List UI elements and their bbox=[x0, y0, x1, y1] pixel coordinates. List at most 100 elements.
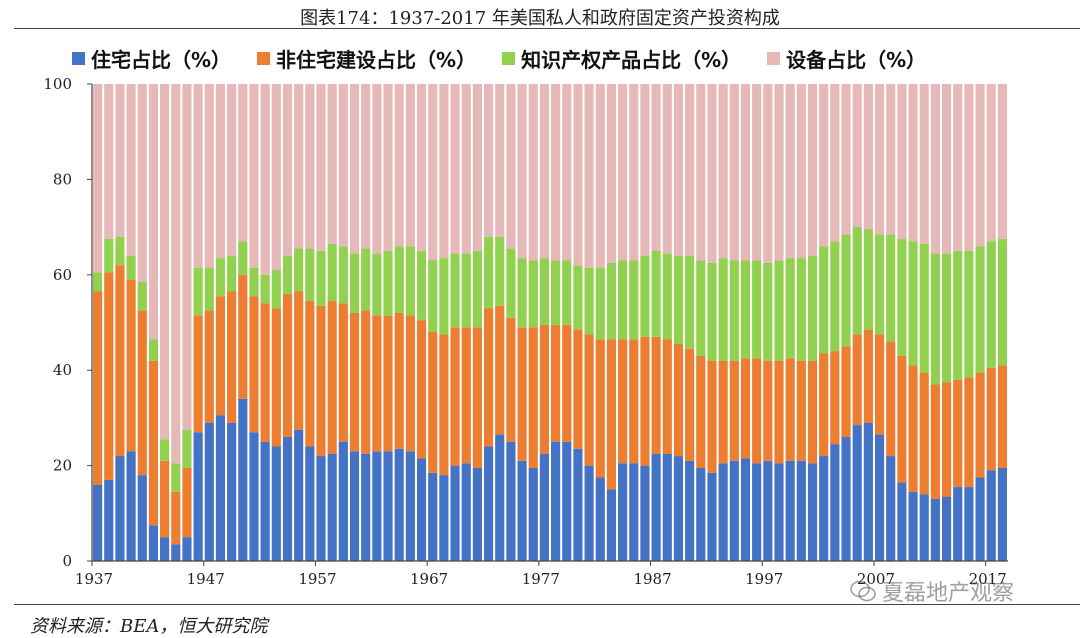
bar-1969-series-3 bbox=[450, 84, 460, 254]
bar-1960-series-1 bbox=[349, 312, 360, 452]
bar-1954-series-1 bbox=[282, 293, 293, 437]
bar-1976-series-3 bbox=[528, 84, 538, 261]
bar-1983-series-1 bbox=[606, 339, 617, 490]
bar-2014-series-0 bbox=[953, 487, 963, 561]
bar-2013-series-2 bbox=[941, 253, 952, 383]
bar-1953-series-2 bbox=[271, 270, 281, 309]
bar-1986-series-0 bbox=[640, 465, 650, 561]
bar-2002-series-2 bbox=[819, 246, 829, 354]
bar-1995-series-3 bbox=[740, 84, 751, 261]
x-tick-label-1: 1947 bbox=[187, 570, 225, 588]
bar-1994-series-0 bbox=[729, 460, 739, 561]
bar-1959-series-2 bbox=[338, 246, 348, 304]
bar-1949-series-1 bbox=[227, 291, 237, 423]
bar-1937-series-2 bbox=[93, 272, 103, 292]
bar-1971-series-2 bbox=[472, 250, 482, 328]
bar-1946-series-3 bbox=[193, 84, 203, 268]
chart-title: 图表174：1937-2017 年美国私人和政府固定资产投资构成 bbox=[300, 8, 780, 29]
bar-1975-series-3 bbox=[517, 84, 527, 259]
bar-1987-series-0 bbox=[651, 453, 661, 561]
bar-1964-series-1 bbox=[394, 312, 404, 449]
bar-1980-series-0 bbox=[573, 448, 583, 561]
bar-1967-series-1 bbox=[428, 332, 438, 473]
bar-2005-series-0 bbox=[852, 425, 862, 561]
bar-1986-series-3 bbox=[640, 84, 650, 256]
bar-1949-series-2 bbox=[227, 255, 237, 292]
bar-2011-series-2 bbox=[919, 243, 929, 373]
bar-1982-series-3 bbox=[595, 84, 605, 268]
bar-2015-series-0 bbox=[964, 487, 974, 561]
bar-1997-series-0 bbox=[763, 460, 773, 561]
bar-1957-series-1 bbox=[316, 305, 326, 457]
bar-2018-series-3 bbox=[997, 84, 1007, 240]
bar-1945-series-2 bbox=[182, 429, 192, 468]
bar-1965-series-3 bbox=[405, 84, 415, 247]
legend-swatch-1 bbox=[257, 52, 271, 65]
bar-1988-series-1 bbox=[662, 339, 672, 454]
wechat-icon bbox=[850, 580, 876, 602]
bar-1944-series-1 bbox=[171, 491, 181, 545]
legend-swatch-3 bbox=[767, 52, 781, 65]
bar-1956-series-3 bbox=[305, 84, 315, 249]
bar-1953-series-0 bbox=[271, 446, 281, 561]
bar-1939-series-2 bbox=[115, 236, 125, 266]
bar-2005-series-3 bbox=[852, 84, 862, 228]
stacked-bar-chart: 0 20 40 60 80 100 1937 1947 1957 1967 1977 1987 1997… bbox=[43, 75, 1008, 588]
legend-item-0: 住宅占比（%） bbox=[72, 44, 231, 73]
bar-1993-series-1 bbox=[718, 360, 728, 464]
watermark: 夏磊地产观察 bbox=[850, 575, 1014, 607]
bar-1938-series-3 bbox=[104, 84, 114, 240]
bar-1957-series-3 bbox=[316, 84, 326, 251]
bar-1971-series-3 bbox=[472, 84, 482, 251]
bar-2009-series-1 bbox=[897, 355, 907, 483]
bar-1975-series-0 bbox=[517, 460, 527, 561]
bar-1973-series-1 bbox=[495, 305, 505, 435]
bar-1991-series-2 bbox=[696, 260, 706, 356]
source-note: 资料来源：BEA，恒大研究院 bbox=[30, 616, 268, 637]
bar-1942-series-2 bbox=[148, 339, 159, 361]
bar-2018-series-0 bbox=[997, 467, 1007, 561]
watermark-text: 夏磊地产观察 bbox=[882, 581, 1015, 606]
bar-1963-series-3 bbox=[383, 84, 393, 251]
bar-1943-series-1 bbox=[160, 460, 170, 538]
bar-1993-series-2 bbox=[718, 258, 728, 361]
bar-2016-series-0 bbox=[975, 477, 985, 561]
y-tick-label-5: 100 bbox=[43, 75, 72, 93]
legend-item-3: 设备占比（%） bbox=[767, 44, 926, 73]
bar-1969-series-2 bbox=[450, 253, 460, 328]
bar-2008-series-2 bbox=[886, 234, 896, 342]
bar-2000-series-1 bbox=[796, 360, 806, 461]
bar-1985-series-2 bbox=[629, 260, 639, 340]
bar-1958-series-1 bbox=[327, 301, 337, 454]
legend-label-3: 设备占比（%） bbox=[786, 48, 927, 72]
bar-1966-series-3 bbox=[416, 84, 427, 251]
bar-2014-series-2 bbox=[953, 250, 963, 380]
bar-1990-series-3 bbox=[685, 84, 695, 256]
y-tick-label-4: 80 bbox=[53, 170, 72, 188]
bar-1981-series-3 bbox=[584, 84, 594, 268]
bar-2009-series-3 bbox=[897, 84, 907, 240]
bar-1981-series-1 bbox=[584, 334, 594, 466]
bar-1972-series-2 bbox=[483, 236, 494, 309]
bar-1961-series-2 bbox=[361, 248, 371, 311]
bar-1937-series-3 bbox=[93, 84, 103, 273]
bar-1945-series-3 bbox=[182, 84, 192, 430]
bar-1999-series-3 bbox=[785, 84, 795, 259]
bar-1947-series-3 bbox=[204, 84, 214, 268]
bar-1975-series-1 bbox=[517, 327, 527, 461]
legend-item-1: 非住宅建设占比（%） bbox=[257, 44, 476, 73]
bar-1974-series-2 bbox=[506, 248, 516, 318]
bar-2008-series-1 bbox=[886, 341, 896, 457]
source-divider bbox=[14, 604, 1080, 605]
bar-1996-series-1 bbox=[752, 358, 762, 464]
bar-1938-series-2 bbox=[104, 239, 114, 273]
bar-2004-series-3 bbox=[841, 84, 851, 235]
bar-1985-series-3 bbox=[629, 84, 639, 261]
bar-1990-series-1 bbox=[685, 348, 695, 461]
bar-2003-series-2 bbox=[830, 241, 840, 352]
legend-label-0: 住宅占比（%） bbox=[91, 48, 232, 72]
bar-1999-series-1 bbox=[785, 358, 795, 461]
bar-2002-series-0 bbox=[819, 456, 829, 561]
bar-1963-series-1 bbox=[383, 315, 393, 452]
bar-2007-series-2 bbox=[874, 234, 885, 335]
